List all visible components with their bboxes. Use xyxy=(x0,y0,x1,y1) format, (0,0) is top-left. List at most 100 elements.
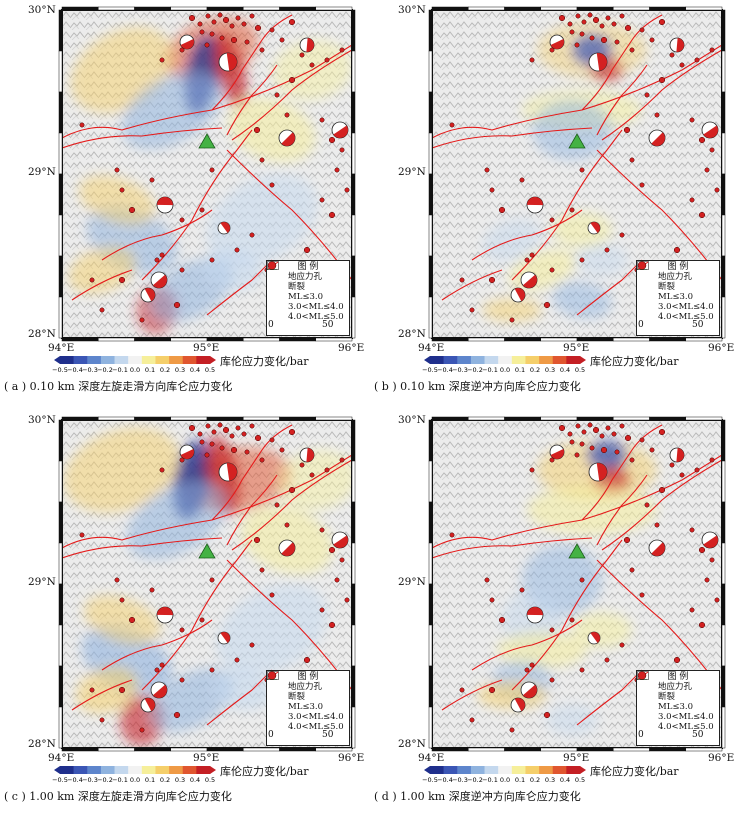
earthquake-dot xyxy=(154,667,160,673)
legend-row: 4.0<ML≤5.0 xyxy=(267,671,349,732)
earthquake-dot xyxy=(319,117,325,123)
colorbar-tick-label: −0.1 xyxy=(482,366,498,374)
earthquake-dot xyxy=(600,36,608,44)
earthquake-dot xyxy=(328,621,336,629)
colorbar-tick-label: 0.0 xyxy=(130,776,140,784)
earthquake-dot xyxy=(574,452,580,458)
colorbar-tick-label: −0.4 xyxy=(437,366,453,374)
earthquake-dot xyxy=(284,522,290,528)
earthquake-dot xyxy=(649,447,655,453)
colorbar-title: 库伦应力变化/bar xyxy=(220,355,309,368)
earthquake-dot xyxy=(698,136,706,144)
earthquake-dot xyxy=(209,257,215,263)
panel-caption: ( b ) 0.10 km 深度逆冲方向库仑应力变化 xyxy=(374,380,581,393)
colorbar-tick-label: −0.2 xyxy=(467,776,483,784)
legend-label: 3.0<ML≤4.0 xyxy=(658,712,714,722)
longitude-label: 95°E xyxy=(563,752,590,764)
earthquake-dot xyxy=(519,177,525,183)
legend-mag-small-icon xyxy=(639,263,655,302)
focal-mechanism-icon xyxy=(588,52,608,72)
earthquake-dot xyxy=(204,42,210,48)
earthquake-dot xyxy=(234,247,240,253)
legend-row: 3.0<ML≤4.0 xyxy=(637,672,719,722)
earthquake-dot xyxy=(714,187,720,193)
latitude-label: 28°N xyxy=(28,738,56,750)
scale-label-zero: 0 xyxy=(638,730,644,740)
focal-mechanism-icon xyxy=(150,271,168,289)
latitude-label: 28°N xyxy=(398,738,426,750)
earthquake-dot xyxy=(269,592,275,598)
legend-row: ML≤3.0 xyxy=(267,263,349,302)
earthquake-dot xyxy=(581,19,587,25)
earthquake-dot xyxy=(629,47,635,53)
focal-mechanism-icon xyxy=(150,681,168,699)
earthquake-dot xyxy=(619,423,625,429)
focal-mechanism-icon xyxy=(587,631,601,645)
focal-mechanism-icon xyxy=(218,52,238,72)
earthquake-dot xyxy=(469,307,475,313)
legend-fault-icon xyxy=(267,261,285,292)
focal-mechanism-icon xyxy=(217,631,231,645)
earthquake-dot xyxy=(459,277,465,283)
legend-station-icon xyxy=(637,261,655,282)
earthquake-dot xyxy=(579,167,585,173)
colorbar-tick-label: 0.4 xyxy=(560,366,570,374)
latitude-label: 29°N xyxy=(398,576,426,588)
earthquake-dot xyxy=(567,21,573,27)
colorbar-tick-label: 0.0 xyxy=(130,366,140,374)
legend-mag-large-icon xyxy=(637,671,655,732)
panel-caption: ( d ) 1.00 km 深度逆冲方向库仑应力变化 xyxy=(374,790,581,803)
colorbar: −0.5 −0.4 −0.3 −0.2 −0.1 0.0 0.1 0.2 0.3 0.4 0.5 xyxy=(52,766,216,784)
legend-label: 断裂 xyxy=(658,282,676,292)
earthquake-dot xyxy=(179,677,185,683)
earthquake-dot xyxy=(673,246,681,254)
focal-mechanism-icon xyxy=(218,462,238,482)
earthquake-dot xyxy=(89,687,95,693)
earthquake-dot xyxy=(549,677,555,683)
earthquake-dot xyxy=(549,457,555,463)
earthquake-dot xyxy=(244,449,250,455)
earthquake-dot xyxy=(654,112,660,118)
focal-mechanism-icon xyxy=(520,271,538,289)
earthquake-dot xyxy=(205,13,211,19)
earthquake-dot xyxy=(543,711,551,719)
legend-label: 地应力孔 xyxy=(658,682,693,692)
legend-mag-small-icon xyxy=(269,263,285,302)
earthquake-dot xyxy=(600,446,608,454)
colorbar-tick-label: 0.0 xyxy=(500,776,510,784)
longitude-label: 94°E xyxy=(418,342,445,354)
colorbar-tick-label: 0.5 xyxy=(205,366,215,374)
legend-label: 断裂 xyxy=(288,282,306,292)
focal-mechanism-icon xyxy=(526,196,544,214)
legend-fault-icon xyxy=(637,261,655,292)
earthquake-dot xyxy=(229,433,235,439)
legend-row: 断裂 xyxy=(637,261,719,292)
focal-mechanism-icon xyxy=(217,221,231,235)
earthquake-dot xyxy=(639,437,645,443)
earthquake-dot xyxy=(489,187,495,193)
legend-label: 地应力孔 xyxy=(288,272,323,282)
legend-label: 4.0<ML≤5.0 xyxy=(658,722,714,732)
legend-station-icon xyxy=(267,671,285,692)
earthquake-dot xyxy=(259,457,265,463)
fault-lines xyxy=(62,424,352,726)
earthquake-dot xyxy=(592,16,600,24)
earthquake-dot xyxy=(574,42,580,48)
earthquake-dot xyxy=(288,486,296,494)
earthquake-dot xyxy=(529,252,535,258)
legend-title: 图 例 xyxy=(297,672,319,682)
earthquake-dot xyxy=(575,13,581,19)
earthquake-dot xyxy=(694,57,700,63)
earthquake-dot xyxy=(309,472,315,478)
focal-mechanism-icon xyxy=(648,129,666,147)
legend-label: ML≤3.0 xyxy=(658,702,693,712)
legend-mag-large-icon xyxy=(267,671,285,732)
earthquake-dot xyxy=(303,656,311,664)
earthquake-dot xyxy=(241,21,247,27)
legend-label: 4.0<ML≤5.0 xyxy=(658,312,714,322)
colorbar-tick-label: 0.4 xyxy=(560,776,570,784)
earthquake-dot xyxy=(339,557,345,563)
earthquake-dot xyxy=(99,307,105,313)
earthquake-dot xyxy=(489,597,495,603)
legend-fault-icon xyxy=(637,671,655,702)
